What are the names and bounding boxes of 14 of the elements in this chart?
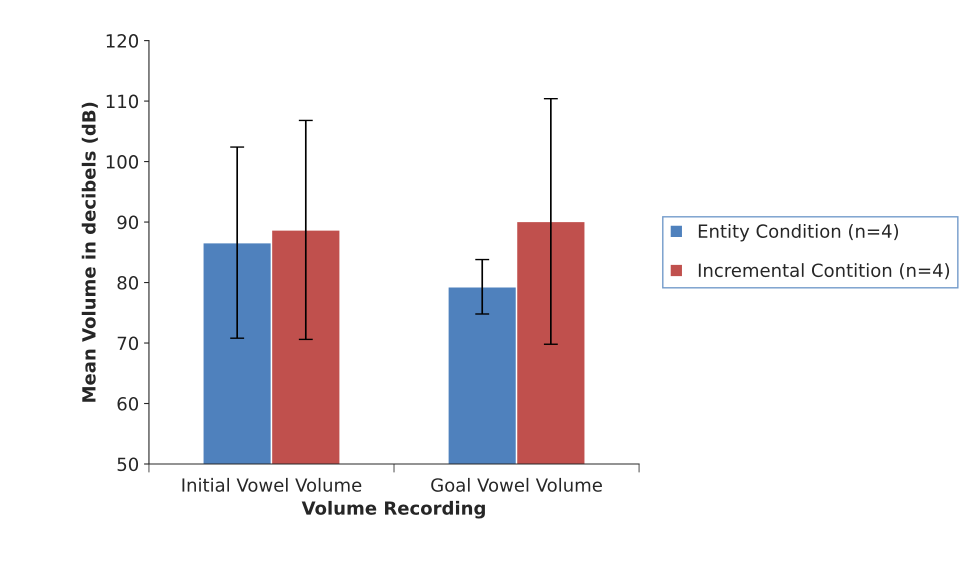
y-tick-label: 60 — [118, 396, 138, 411]
legend-label: Incremental Contition (n=4) — [698, 263, 950, 280]
y-tick-label: 70 — [118, 336, 138, 350]
y-tick-label: 50 — [118, 457, 138, 472]
x-tick-label: Initial Vowel Volume — [182, 478, 362, 492]
x-axis-title: Volume Recording — [302, 500, 485, 519]
y-tick-label: 120 — [106, 34, 138, 48]
legend-label: Entity Condition (n=4) — [698, 224, 898, 242]
y-tick-label: 90 — [117, 216, 138, 230]
y-tick-label: 100 — [106, 155, 138, 169]
y-tick-label: 80 — [117, 276, 138, 290]
y-tick-label: 110 — [106, 94, 138, 108]
y-axis-title: Mean Volume in decibels (dB) — [82, 102, 98, 402]
x-tick-label: Goal Vowel Volume — [431, 478, 602, 492]
